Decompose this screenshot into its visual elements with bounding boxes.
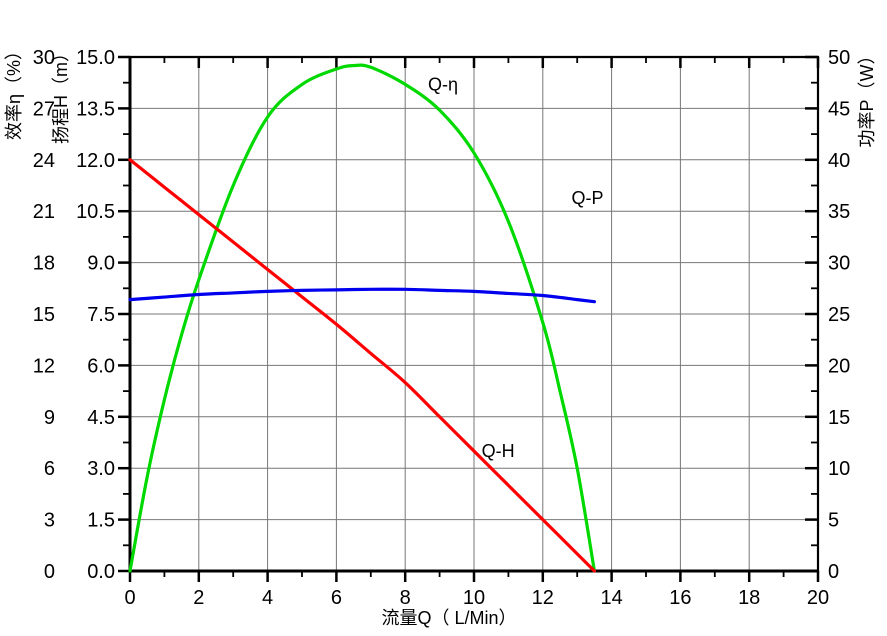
tick-label-x: 20 — [807, 587, 829, 609]
series-curve-q- — [128, 63, 596, 573]
axis-title-efficiency: 效率η（%） — [4, 42, 24, 140]
tick-label-x: 16 — [669, 587, 691, 609]
tick-label-h: 9.0 — [87, 253, 115, 275]
curve-label: Q-η — [428, 74, 458, 94]
series-curve-q-p — [128, 287, 596, 304]
tick-label-eta: 30 — [33, 47, 55, 69]
tick-label-x: 0 — [124, 587, 135, 609]
tick-label-h: 3.0 — [87, 458, 115, 480]
tick-label-p: 35 — [828, 201, 850, 223]
tick-label-h: 12.0 — [76, 150, 115, 172]
tick-label-p: 30 — [828, 253, 850, 275]
tick-label-h: 13.5 — [76, 98, 115, 120]
tick-label-eta: 21 — [33, 201, 55, 223]
tick-label-eta: 12 — [33, 355, 55, 377]
tick-label-eta: 9 — [44, 407, 55, 429]
axis-title-flow: 流量Q（ L/Min） — [381, 608, 516, 628]
axis-title-power: 功率P（W） — [857, 47, 877, 148]
tick-label-h: 4.5 — [87, 407, 115, 429]
curve-label: Q-H — [482, 441, 515, 461]
tick-label-p: 5 — [828, 510, 839, 532]
tick-label-p: 20 — [828, 355, 850, 377]
tick-label-p: 10 — [828, 458, 850, 480]
tick-label-x: 14 — [600, 587, 622, 609]
tick-label-eta: 24 — [33, 150, 55, 172]
tick-label-p: 0 — [828, 561, 839, 583]
tick-label-h: 10.5 — [76, 201, 115, 223]
tick-label-eta: 0 — [44, 561, 55, 583]
tick-label-x: 4 — [262, 587, 273, 609]
tick-label-p: 40 — [828, 150, 850, 172]
tick-label-p: 50 — [828, 47, 850, 69]
tick-label-eta: 18 — [33, 253, 55, 275]
axis-title-head: 扬程H（m） — [51, 44, 71, 144]
tick-label-x: 10 — [463, 587, 485, 609]
tick-label-h: 6.0 — [87, 355, 115, 377]
tick-label-h: 1.5 — [87, 510, 115, 532]
tick-label-h: 7.5 — [87, 304, 115, 326]
tick-label-p: 15 — [828, 407, 850, 429]
tick-label-x: 18 — [738, 587, 760, 609]
tick-label-eta: 15 — [33, 304, 55, 326]
tick-label-x: 2 — [193, 587, 204, 609]
tick-label-h: 15.0 — [76, 47, 115, 69]
tick-label-eta: 27 — [33, 98, 55, 120]
tick-label-p: 25 — [828, 304, 850, 326]
series-curve-q-h — [128, 158, 596, 573]
tick-label-p: 45 — [828, 98, 850, 120]
tick-label-x: 12 — [532, 587, 554, 609]
tick-label-eta: 6 — [44, 458, 55, 480]
tick-label-x: 8 — [400, 587, 411, 609]
tick-label-h: 0.0 — [87, 561, 115, 583]
tick-label-eta: 3 — [44, 510, 55, 532]
tick-label-x: 6 — [331, 587, 342, 609]
curve-label: Q-P — [572, 188, 604, 208]
